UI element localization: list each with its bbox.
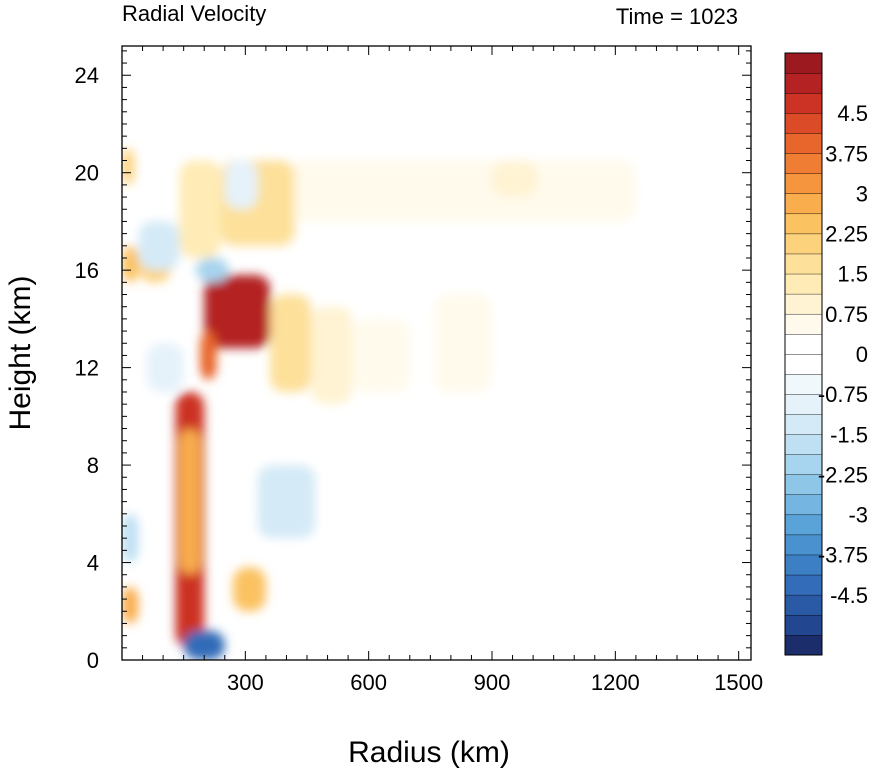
colorbar-swatch xyxy=(784,313,823,335)
field-region xyxy=(204,275,270,349)
colorbar-label: 3.75 xyxy=(825,141,868,166)
field-region xyxy=(352,318,410,392)
colorbar-swatch xyxy=(784,173,823,194)
field-region xyxy=(179,160,221,258)
field-region xyxy=(434,294,492,392)
colorbar-label: -2.25 xyxy=(818,462,868,487)
colorbar-swatch xyxy=(784,594,823,616)
x-axis-ticks: 300 600 900 1200 1500 xyxy=(142,46,763,695)
chart-title: Radial Velocity xyxy=(122,1,266,26)
field-region xyxy=(183,630,225,660)
field-region xyxy=(492,160,538,198)
colorbar-swatch xyxy=(784,92,823,114)
colorbar-swatch xyxy=(784,193,823,215)
colorbar-label: -0.75 xyxy=(818,382,868,407)
y-tick-label: 0 xyxy=(87,648,99,673)
colorbar-label: -3.75 xyxy=(818,543,868,568)
field-region xyxy=(270,294,312,392)
velocity-field xyxy=(122,148,636,660)
colorbar-swatch xyxy=(784,112,823,134)
y-tick-label: 20 xyxy=(75,161,99,186)
y-tick-label: 24 xyxy=(75,63,99,88)
x-axis-title: Radius (km) xyxy=(348,736,510,769)
colorbar-swatch xyxy=(784,614,823,636)
field-region xyxy=(146,343,184,392)
colorbar-swatch xyxy=(784,52,823,74)
field-region xyxy=(224,160,258,210)
colorbar-swatch xyxy=(784,213,823,235)
field-region xyxy=(122,245,139,283)
x-tick-label: 600 xyxy=(350,670,387,695)
colorbar-swatch xyxy=(784,72,823,94)
field-region xyxy=(122,586,139,624)
colorbar-swatch xyxy=(784,414,823,435)
colorbar-swatch xyxy=(784,554,823,576)
colorbar-swatch xyxy=(784,253,823,275)
colorbar-label: 4.5 xyxy=(837,101,868,126)
x-tick-label: 300 xyxy=(227,670,264,695)
colorbar-swatch xyxy=(784,574,823,596)
field-region xyxy=(483,513,525,587)
colorbar-swatch xyxy=(784,534,823,556)
colorbar xyxy=(784,52,823,656)
colorbar-labels: 4.5 3.75 3 2.25 1.5 0.75 0 -0.75 -1.5 -2.25 -3 -3.7… xyxy=(818,101,868,608)
colorbar-swatch xyxy=(784,634,823,656)
colorbar-swatch xyxy=(784,434,823,455)
colorbar-swatch xyxy=(784,514,823,536)
colorbar-swatch xyxy=(784,153,823,174)
colorbar-label: 3 xyxy=(856,181,868,206)
colorbar-swatch xyxy=(784,474,823,495)
colorbar-label: 0 xyxy=(856,342,868,367)
field-region xyxy=(122,148,135,185)
field-region xyxy=(179,428,201,575)
y-axis-ticks: 0 4 8 12 16 20 24 xyxy=(75,50,751,673)
colorbar-frame xyxy=(784,52,823,656)
field-region xyxy=(286,160,636,222)
time-label: Time = 1023 xyxy=(616,4,738,29)
y-tick-label: 4 xyxy=(87,551,99,576)
colorbar-swatch xyxy=(784,393,823,415)
field-region xyxy=(257,465,316,539)
x-tick-label: 1500 xyxy=(714,670,763,695)
y-tick-label: 16 xyxy=(75,258,99,283)
field-region xyxy=(233,567,266,612)
colorbar-label: -4.5 xyxy=(830,583,868,608)
colorbar-swatch xyxy=(784,333,823,355)
colorbar-label: 1.5 xyxy=(837,262,868,287)
colorbar-swatch xyxy=(784,133,823,154)
field-region xyxy=(196,257,229,283)
y-tick-label: 12 xyxy=(75,356,99,381)
colorbar-label: 0.75 xyxy=(825,302,868,327)
colorbar-label: 2.25 xyxy=(825,222,868,247)
colorbar-swatch xyxy=(784,454,823,475)
plot-frame xyxy=(121,45,752,661)
field-region xyxy=(311,306,353,405)
colorbar-swatch xyxy=(784,293,823,315)
field-region xyxy=(200,331,217,380)
colorbar-swatch xyxy=(784,373,823,395)
y-tick-label: 8 xyxy=(87,453,99,478)
colorbar-label: -1.5 xyxy=(830,422,868,447)
y-axis-title: Height (km) xyxy=(4,275,37,430)
field-region xyxy=(138,221,180,271)
colorbar-swatch xyxy=(784,494,823,516)
x-tick-label: 900 xyxy=(474,670,511,695)
x-tick-label: 1200 xyxy=(591,670,640,695)
colorbar-swatch xyxy=(784,233,823,255)
colorbar-label: -3 xyxy=(848,503,868,528)
colorbar-swatch xyxy=(784,353,823,375)
colorbar-swatch xyxy=(784,273,823,295)
